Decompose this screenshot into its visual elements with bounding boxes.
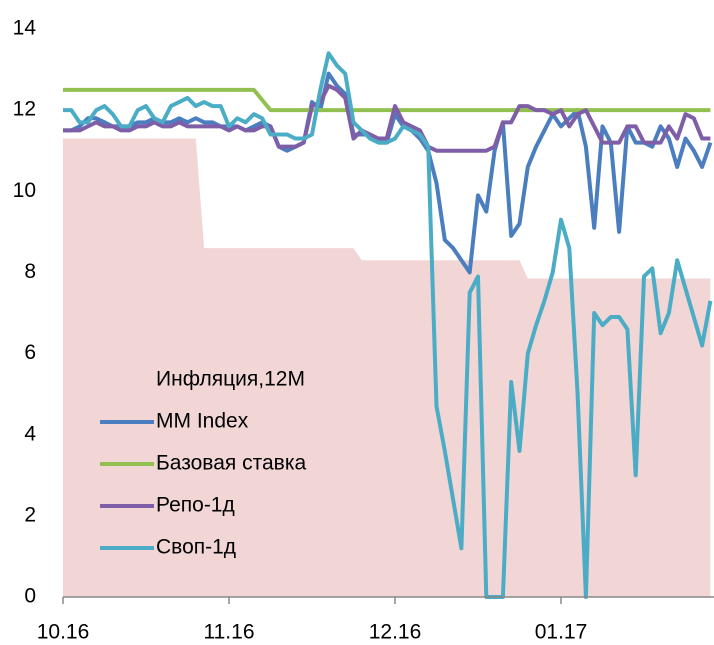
area <box>63 138 711 598</box>
line <box>63 87 711 113</box>
y-tick-label: 0 <box>24 585 36 608</box>
y-tick-label: 4 <box>24 422 36 445</box>
legend-label: Базовая ставка <box>156 452 306 475</box>
line <box>63 83 711 153</box>
y-tick-label: 14 <box>13 17 37 40</box>
y-tick-label: 2 <box>24 503 36 526</box>
y-tick-label: 12 <box>13 98 36 121</box>
legend-label: Инфляция,12М <box>156 368 305 391</box>
y-tick-label: 10 <box>13 179 36 202</box>
legend-label: Своп-1д <box>156 536 236 559</box>
x-tick-label: 12.16 <box>369 621 422 644</box>
legend-swatch <box>100 371 154 389</box>
x-tick-label: 10.16 <box>37 621 90 644</box>
legend-label: MM Index <box>156 410 249 433</box>
y-tick-label: 6 <box>24 341 36 364</box>
x-tick-label: 01.17 <box>535 621 588 644</box>
x-tick-label: 11.16 <box>204 621 255 644</box>
line <box>63 51 713 599</box>
y-tick-label: 8 <box>24 260 36 283</box>
legend-label: Репо-1д <box>156 494 235 517</box>
